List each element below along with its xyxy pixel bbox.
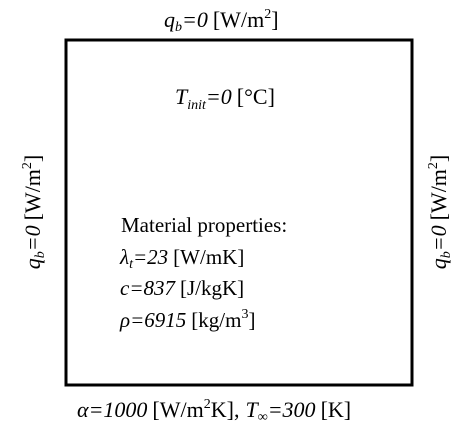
alpha-unit-sup: 2	[204, 397, 211, 412]
top-bc-unit-close: ]	[271, 7, 278, 32]
top-bc-value: =0	[182, 7, 208, 32]
c-symbol: c	[120, 276, 130, 300]
top-bc-unit-open: [W/m	[213, 7, 264, 32]
rho-symbol: ρ	[119, 308, 130, 332]
domain-square	[64, 38, 414, 387]
top-bc-subscript: b	[175, 20, 182, 35]
rho-unit-sup: 3	[241, 307, 248, 322]
right-bc-unit-sup: 2	[426, 162, 441, 169]
initial-temperature-label: Tinit=0 [°C]	[175, 84, 275, 113]
c-unit: [J/kgK]	[180, 276, 244, 300]
material-rho: ρ=6915 [kg/m3]	[119, 307, 255, 332]
right-bc-subscript: b	[439, 251, 454, 258]
left-bc-subscript: b	[33, 251, 48, 258]
tinf-symbol: T	[245, 397, 259, 422]
right-bc-unit-open: [W/m	[426, 169, 451, 220]
tinf-subscript: ∞	[258, 410, 268, 425]
right-bc-value: =0	[426, 225, 451, 251]
right-bc-symbol: q	[426, 258, 451, 269]
top-bc-symbol: q	[164, 7, 175, 32]
alpha-unit-close: K],	[211, 397, 240, 422]
init-symbol: T	[175, 84, 189, 109]
rho-unit-open: [kg/m	[191, 308, 241, 332]
init-value: =0	[206, 84, 232, 109]
lambda-symbol: λ	[119, 245, 129, 269]
left-bc-unit-close: ]	[20, 155, 45, 162]
rho-unit-close: ]	[248, 308, 255, 332]
alpha-symbol: α	[77, 397, 89, 422]
left-bc-value: =0	[20, 225, 45, 251]
lambda-value: =23	[133, 245, 168, 269]
tinf-value: =300	[268, 397, 316, 422]
bottom-boundary-label: α=1000 [W/m2K], T∞=300 [K]	[77, 397, 351, 425]
top-bc-unit-sup: 2	[264, 7, 271, 22]
init-unit: [°C]	[237, 84, 275, 109]
right-bc-unit-close: ]	[426, 155, 451, 162]
left-bc-unit-sup: 2	[20, 162, 35, 169]
material-heading: Material properties:	[121, 213, 287, 237]
left-bc-symbol: q	[20, 258, 45, 269]
left-boundary-label: qb=0 [W/m2]	[20, 155, 48, 270]
right-boundary-label: qb=0 [W/m2]	[426, 155, 454, 270]
alpha-value: =1000	[89, 397, 148, 422]
alpha-unit-open: [W/m	[152, 397, 203, 422]
c-value: =837	[129, 276, 176, 300]
top-boundary-label: qb=0 [W/m2]	[164, 7, 279, 35]
left-bc-unit-open: [W/m	[20, 169, 45, 220]
init-subscript: init	[187, 98, 207, 113]
tinf-unit: [K]	[321, 397, 352, 422]
rho-value: =6915	[130, 308, 186, 332]
lambda-subscript: t	[129, 257, 134, 272]
lambda-unit: [W/mK]	[173, 245, 244, 269]
material-lambda: λt=23 [W/mK]	[119, 245, 244, 272]
material-c: c=837 [J/kgK]	[120, 276, 244, 300]
